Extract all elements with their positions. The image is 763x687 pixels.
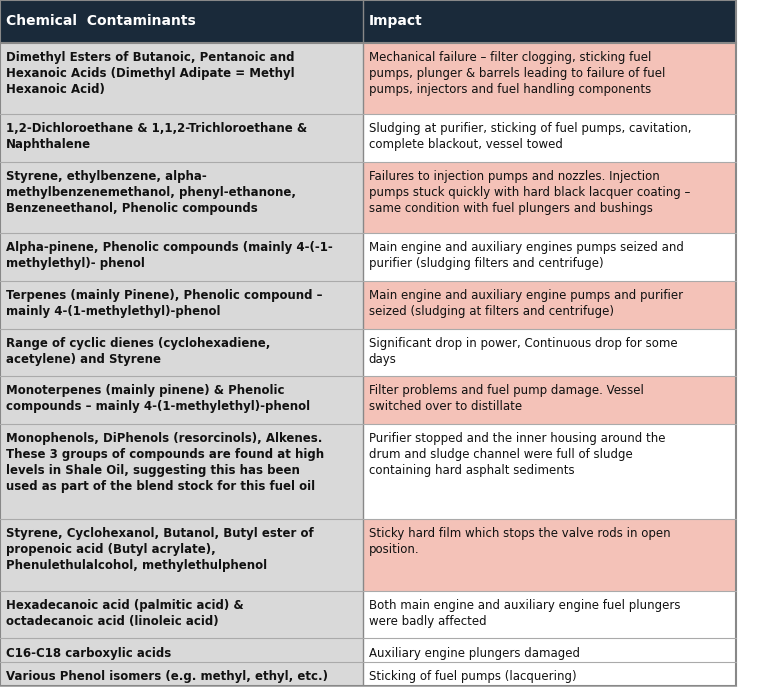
Text: Auxiliary engine plungers damaged: Auxiliary engine plungers damaged bbox=[369, 646, 580, 660]
Text: Sludging at purifier, sticking of fuel pumps, cavitation,
complete blackout, ves: Sludging at purifier, sticking of fuel p… bbox=[369, 122, 691, 151]
Text: Range of cyclic dienes (cyclohexadiene,
acetylene) and Styrene: Range of cyclic dienes (cyclohexadiene, … bbox=[6, 337, 270, 365]
FancyBboxPatch shape bbox=[0, 328, 362, 376]
Text: Styrene, ethylbenzene, alpha-
methylbenzenemethanol, phenyl-ethanone,
Benzeneeth: Styrene, ethylbenzene, alpha- methylbenz… bbox=[6, 170, 296, 215]
FancyBboxPatch shape bbox=[362, 376, 736, 424]
FancyBboxPatch shape bbox=[362, 591, 736, 638]
FancyBboxPatch shape bbox=[362, 328, 736, 376]
FancyBboxPatch shape bbox=[362, 0, 736, 43]
Text: C16-C18 carboxylic acids: C16-C18 carboxylic acids bbox=[6, 646, 171, 660]
FancyBboxPatch shape bbox=[0, 281, 362, 328]
Text: 1,2-Dichloroethane & 1,1,2-Trichloroethane &
Naphthalene: 1,2-Dichloroethane & 1,1,2-Trichloroetha… bbox=[6, 122, 307, 151]
FancyBboxPatch shape bbox=[0, 0, 362, 43]
Text: Main engine and auxiliary engine pumps and purifier
seized (sludging at filters : Main engine and auxiliary engine pumps a… bbox=[369, 289, 683, 318]
FancyBboxPatch shape bbox=[362, 233, 736, 281]
Text: Alpha-pinene, Phenolic compounds (mainly 4-(-1-
methylethyl)- phenol: Alpha-pinene, Phenolic compounds (mainly… bbox=[6, 241, 333, 271]
FancyBboxPatch shape bbox=[362, 114, 736, 161]
Text: Purifier stopped and the inner housing around the
drum and sludge channel were f: Purifier stopped and the inner housing a… bbox=[369, 432, 665, 477]
Text: Mechanical failure – filter clogging, sticking fuel
pumps, plunger & barrels lea: Mechanical failure – filter clogging, st… bbox=[369, 51, 665, 95]
FancyBboxPatch shape bbox=[0, 638, 362, 662]
Text: Monophenols, DiPhenols (resorcinols), Alkenes.
These 3 groups of compounds are f: Monophenols, DiPhenols (resorcinols), Al… bbox=[6, 432, 324, 493]
Text: Sticking of fuel pumps (lacquering): Sticking of fuel pumps (lacquering) bbox=[369, 671, 576, 684]
Text: Various Phenol isomers (e.g. methyl, ethyl, etc.): Various Phenol isomers (e.g. methyl, eth… bbox=[6, 671, 328, 684]
FancyBboxPatch shape bbox=[0, 161, 362, 233]
FancyBboxPatch shape bbox=[0, 43, 362, 114]
Text: Main engine and auxiliary engines pumps seized and
purifier (sludging filters an: Main engine and auxiliary engines pumps … bbox=[369, 241, 684, 271]
Text: Dimethyl Esters of Butanoic, Pentanoic and
Hexanoic Acids (Dimethyl Adipate = Me: Dimethyl Esters of Butanoic, Pentanoic a… bbox=[6, 51, 295, 95]
Text: Filter problems and fuel pump damage. Vessel
switched over to distillate: Filter problems and fuel pump damage. Ve… bbox=[369, 385, 643, 414]
FancyBboxPatch shape bbox=[0, 591, 362, 638]
FancyBboxPatch shape bbox=[362, 424, 736, 519]
FancyBboxPatch shape bbox=[0, 233, 362, 281]
Text: Sticky hard film which stops the valve rods in open
position.: Sticky hard film which stops the valve r… bbox=[369, 528, 670, 556]
Text: Both main engine and auxiliary engine fuel plungers
were badly affected: Both main engine and auxiliary engine fu… bbox=[369, 599, 680, 628]
FancyBboxPatch shape bbox=[0, 424, 362, 519]
Text: Significant drop in power, Continuous drop for some
days: Significant drop in power, Continuous dr… bbox=[369, 337, 677, 365]
FancyBboxPatch shape bbox=[362, 43, 736, 114]
Text: Monoterpenes (mainly pinene) & Phenolic
compounds – mainly 4-(1-methylethyl)-phe: Monoterpenes (mainly pinene) & Phenolic … bbox=[6, 385, 310, 414]
FancyBboxPatch shape bbox=[0, 376, 362, 424]
Text: Hexadecanoic acid (palmitic acid) &
octadecanoic acid (linoleic acid): Hexadecanoic acid (palmitic acid) & octa… bbox=[6, 599, 243, 628]
FancyBboxPatch shape bbox=[362, 281, 736, 328]
Text: Terpenes (mainly Pinene), Phenolic compound –
mainly 4-(1-methylethyl)-phenol: Terpenes (mainly Pinene), Phenolic compo… bbox=[6, 289, 323, 318]
FancyBboxPatch shape bbox=[0, 519, 362, 591]
Text: Failures to injection pumps and nozzles. Injection
pumps stuck quickly with hard: Failures to injection pumps and nozzles.… bbox=[369, 170, 690, 215]
FancyBboxPatch shape bbox=[362, 519, 736, 591]
FancyBboxPatch shape bbox=[0, 662, 362, 686]
FancyBboxPatch shape bbox=[362, 161, 736, 233]
Text: Chemical  Contaminants: Chemical Contaminants bbox=[6, 14, 195, 28]
FancyBboxPatch shape bbox=[362, 662, 736, 686]
FancyBboxPatch shape bbox=[362, 638, 736, 662]
FancyBboxPatch shape bbox=[0, 114, 362, 161]
Text: Impact: Impact bbox=[369, 14, 422, 28]
Text: Styrene, Cyclohexanol, Butanol, Butyl ester of
propenoic acid (Butyl acrylate),
: Styrene, Cyclohexanol, Butanol, Butyl es… bbox=[6, 528, 314, 572]
